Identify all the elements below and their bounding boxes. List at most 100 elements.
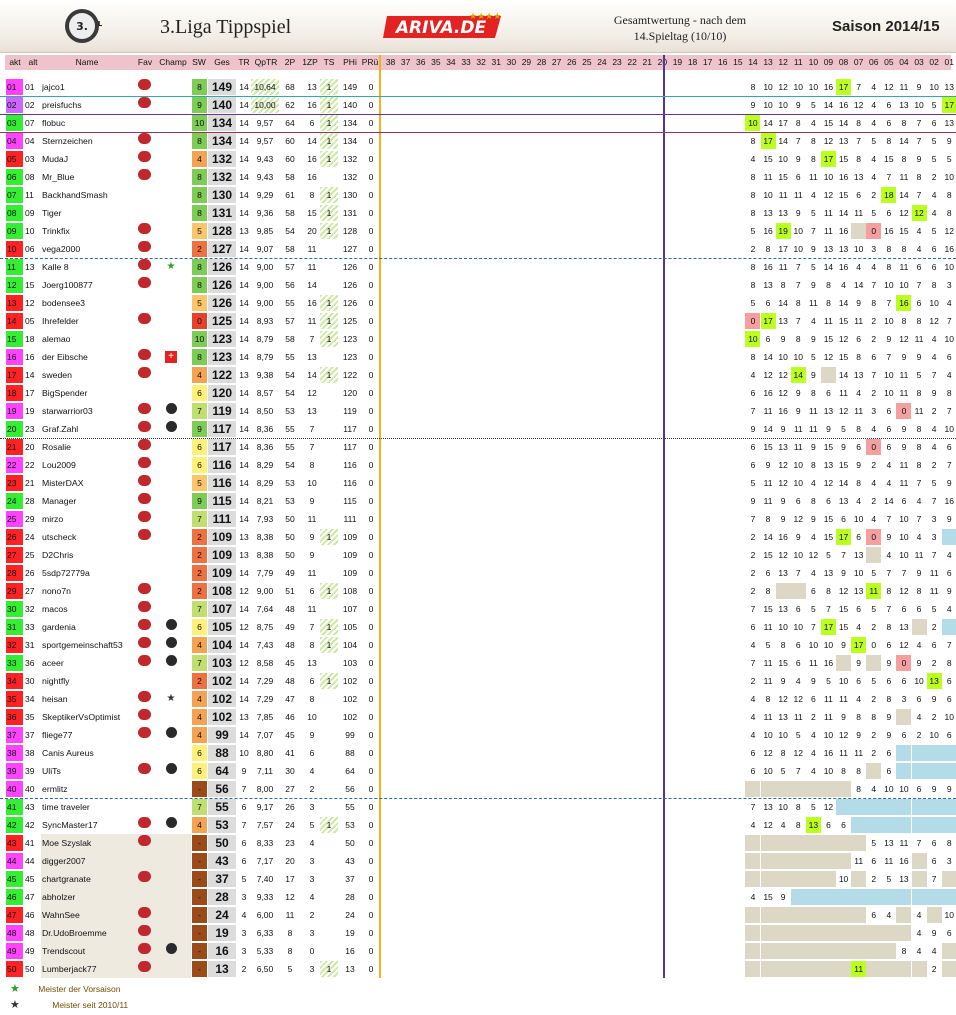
col-header-matchday[interactable]: 18 (687, 57, 698, 67)
player-name[interactable]: UliTs (42, 766, 61, 776)
col-header-matchday[interactable]: 10 (808, 57, 819, 67)
player-name[interactable]: fliege77 (42, 730, 73, 740)
col-header-matchday[interactable]: 13 (763, 57, 773, 67)
player-name[interactable]: SyncMaster17 (42, 820, 98, 830)
col-header-matchday[interactable]: 32 (476, 57, 486, 67)
player-name[interactable]: nightfly (42, 676, 70, 686)
player-name[interactable]: Ihrefelder (42, 316, 79, 326)
col-header-matchday[interactable]: 17 (702, 57, 713, 67)
col-header-qptr[interactable]: QpTR (254, 57, 278, 67)
col-header-pru[interactable]: PRü (361, 57, 379, 67)
player-name[interactable]: Kalle 8 (42, 262, 69, 272)
col-header-matchday[interactable]: 11 (793, 57, 803, 67)
col-header-matchday[interactable]: 23 (612, 57, 622, 67)
player-name[interactable]: SkeptikerVsOptimist (42, 712, 121, 722)
col-header-matchday[interactable]: 19 (672, 57, 683, 67)
player-name[interactable]: abholzer (42, 892, 76, 902)
player-name[interactable]: jajco1 (42, 82, 65, 92)
player-name[interactable]: Moe Szyslak (42, 838, 92, 848)
col-header-matchday[interactable]: 30 (506, 57, 517, 67)
player-name[interactable]: D2Chris (42, 550, 74, 560)
player-name[interactable]: chartgranate (42, 874, 91, 884)
col-header-matchday[interactable]: 37 (400, 57, 411, 67)
player-name[interactable]: Manager (42, 496, 77, 506)
col-header-matchday[interactable]: 27 (551, 57, 562, 67)
col-header-ges[interactable]: Ges (214, 57, 230, 67)
player-name[interactable]: Sternzeichen (42, 136, 93, 146)
player-name[interactable]: bodensee3 (42, 298, 85, 308)
col-header-matchday[interactable]: 26 (567, 57, 577, 67)
col-header-matchday[interactable]: 09 (823, 57, 834, 67)
col-header-champ[interactable]: Champ (159, 57, 187, 67)
player-name[interactable]: flobuc (42, 118, 66, 128)
col-header-matchday[interactable]: 02 (929, 57, 939, 67)
player-name[interactable]: Tiger (42, 208, 62, 218)
col-header-matchday[interactable]: 08 (838, 57, 849, 67)
col-header-matchday[interactable]: 33 (461, 57, 471, 67)
col-header-ts[interactable]: TS (323, 57, 335, 67)
player-name[interactable]: heisan (42, 694, 68, 704)
player-name[interactable]: Trinkfix (42, 226, 70, 236)
col-header-matchday[interactable]: 34 (446, 57, 456, 67)
player-name[interactable]: gardenia (42, 622, 76, 632)
col-header-matchday[interactable]: 05 (884, 57, 894, 67)
col-header-fav[interactable]: Fav (137, 57, 153, 67)
player-name[interactable]: vega2000 (42, 244, 81, 254)
col-header-matchday[interactable]: 07 (853, 57, 864, 67)
player-name[interactable]: macos (42, 604, 68, 614)
col-header-matchday[interactable]: 35 (431, 57, 441, 67)
player-name[interactable]: nono7n (42, 586, 71, 596)
col-header-p2[interactable]: 2P (284, 57, 296, 67)
col-header-matchday[interactable]: 16 (718, 57, 728, 67)
player-name[interactable]: utscheck (42, 532, 77, 542)
col-header-matchday[interactable]: 12 (778, 57, 788, 67)
col-header-matchday[interactable]: 15 (733, 57, 743, 67)
player-name[interactable]: mirzo (42, 514, 64, 524)
col-header-matchday[interactable]: 25 (582, 57, 592, 67)
player-name[interactable]: Dr.UdoBroemme (42, 928, 107, 938)
col-header-matchday[interactable]: 20 (655, 55, 670, 70)
col-header-matchday[interactable]: 31 (491, 57, 501, 67)
col-header-matchday[interactable]: 06 (869, 57, 879, 67)
col-header-matchday[interactable]: 38 (385, 57, 396, 67)
col-header-matchday[interactable]: 29 (521, 57, 532, 67)
player-name[interactable]: starwarrior03 (42, 406, 93, 416)
player-name[interactable]: Graf.Zahl (42, 424, 79, 434)
col-header-phi[interactable]: PHi (343, 57, 357, 67)
player-name[interactable]: preisfuchs (42, 100, 82, 110)
col-header-matchday[interactable]: 01 (944, 57, 954, 67)
player-name[interactable]: BackhandSmash (42, 190, 108, 200)
col-header-matchday[interactable]: 21 (642, 57, 652, 67)
player-name[interactable]: ermlitz (42, 784, 68, 794)
player-name[interactable]: MisterDAX (42, 478, 84, 488)
col-header-matchday[interactable]: 04 (899, 57, 909, 67)
player-name[interactable]: WahnSee (42, 910, 80, 920)
col-header-name[interactable]: Name (75, 57, 99, 67)
player-name[interactable]: Mr_Blue (42, 172, 75, 182)
player-name[interactable]: digger2007 (42, 856, 86, 866)
player-name[interactable]: Trendscout (42, 946, 86, 956)
col-header-matchday[interactable]: 03 (914, 57, 924, 67)
col-header-matchday[interactable]: 14 (748, 57, 758, 67)
col-header-tr[interactable]: TR (238, 57, 250, 67)
col-header-alt[interactable]: alt (28, 57, 38, 67)
col-header-p1[interactable]: 1ZP (302, 57, 318, 67)
player-name[interactable]: MudaJ (42, 154, 69, 164)
player-name[interactable]: der Eibsche (42, 352, 88, 362)
player-name[interactable]: aceer (42, 658, 64, 668)
player-name[interactable]: 5sdp72779a (42, 568, 90, 578)
player-name[interactable]: Canis Aureus (42, 748, 94, 758)
player-name[interactable]: BigSpender (42, 388, 88, 398)
player-name[interactable]: time traveler (42, 802, 90, 812)
col-header-akt[interactable]: akt (9, 57, 21, 67)
col-header-matchday[interactable]: 36 (416, 57, 426, 67)
player-name[interactable]: Lou2009 (42, 460, 76, 470)
player-name[interactable]: Rosalie (42, 442, 71, 452)
col-header-sw[interactable]: SW (192, 57, 206, 67)
player-name[interactable]: sportgemeinschaft53 (42, 640, 123, 650)
col-header-matchday[interactable]: 22 (627, 57, 637, 67)
col-header-matchday[interactable]: 24 (597, 57, 607, 67)
player-name[interactable]: Joerg100877 (42, 280, 93, 290)
player-name[interactable]: Lumberjack77 (42, 964, 97, 974)
player-name[interactable]: alemao (42, 334, 71, 344)
